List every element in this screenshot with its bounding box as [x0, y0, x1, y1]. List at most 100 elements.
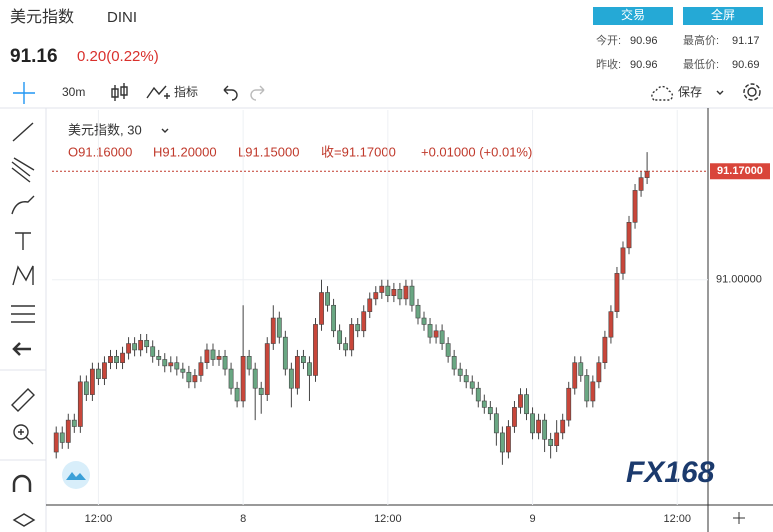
- redo-icon: [250, 85, 265, 101]
- stat-value: 90.96: [630, 59, 658, 71]
- candle-body: [65, 419, 71, 443]
- candle-body: [512, 407, 517, 427]
- candle-body: [355, 324, 361, 332]
- interval[interactable]: 30m: [62, 85, 85, 99]
- candle-body: [264, 343, 270, 395]
- candle-body: [560, 419, 566, 434]
- measure-tool[interactable]: [11, 305, 35, 323]
- candle-body: [596, 362, 602, 383]
- line-tool[interactable]: [12, 122, 34, 142]
- settings-icon[interactable]: [747, 87, 757, 97]
- x-tick-label: 12:00: [374, 513, 402, 525]
- candle-body: [228, 368, 234, 389]
- dropdown-icon[interactable]: [716, 90, 724, 95]
- candle-body: [463, 375, 469, 383]
- candle-body: [439, 330, 445, 344]
- candle-body: [132, 343, 138, 351]
- candle-body: [114, 356, 119, 363]
- candle-body: [614, 273, 620, 312]
- undo-icon[interactable]: [223, 85, 238, 101]
- stat-label: 最高价:: [683, 33, 719, 47]
- candle-body: [325, 292, 330, 306]
- stat-value: 91.17: [732, 35, 760, 47]
- fib-tool[interactable]: [11, 157, 35, 183]
- candle-body: [96, 368, 101, 379]
- candle-body: [150, 346, 156, 357]
- indicators[interactable]: 指标: [174, 84, 198, 99]
- candle-body: [102, 362, 107, 379]
- candle-icon[interactable]: [111, 83, 128, 101]
- legend-name: 美元指数, 30: [68, 122, 142, 137]
- candle-body: [421, 317, 427, 325]
- lock-tool[interactable]: [12, 513, 36, 527]
- candle-body: [602, 336, 608, 363]
- fullscreen-button-label[interactable]: 全屏: [711, 7, 735, 22]
- ruler-tool[interactable]: [11, 388, 35, 412]
- candle-body: [403, 285, 409, 300]
- candle-body: [252, 368, 258, 389]
- crosshair-icon[interactable]: [13, 82, 35, 104]
- candle-body: [584, 375, 590, 402]
- candle-body: [433, 330, 439, 338]
- candle-body: [210, 349, 216, 360]
- candle-body: [475, 387, 481, 402]
- settings-icon: [733, 512, 745, 524]
- back-tool[interactable]: [12, 342, 31, 356]
- candle-body: [162, 359, 168, 367]
- text-tool[interactable]: [15, 232, 31, 250]
- fullscreen-button[interactable]: [683, 7, 763, 25]
- candle-body: [71, 419, 77, 427]
- candle-body: [77, 381, 83, 427]
- settings-icon-gear[interactable]: [743, 83, 761, 101]
- trade-button-label[interactable]: 交易: [621, 7, 645, 22]
- candle-body: [307, 362, 312, 376]
- candle-body: [530, 413, 535, 434]
- save[interactable]: 保存: [678, 85, 702, 99]
- candle-body: [367, 298, 373, 312]
- y-tick-label: 91.00000: [716, 274, 762, 286]
- brush-tool[interactable]: [11, 195, 35, 215]
- candle-body: [590, 381, 596, 402]
- candle-body: [294, 356, 300, 389]
- candle-body: [361, 311, 367, 332]
- candle-body: [397, 289, 403, 300]
- candle-body: [282, 336, 288, 370]
- candle-body: [168, 362, 174, 367]
- candle-body: [524, 394, 529, 415]
- candle-body: [192, 375, 198, 383]
- candle-body: [626, 222, 632, 249]
- pattern-tool[interactable]: [12, 265, 34, 286]
- candle-body: [258, 387, 264, 395]
- stat-value: 90.96: [630, 35, 658, 47]
- price: 91.16: [10, 46, 58, 67]
- magnet-tool[interactable]: [12, 474, 32, 492]
- candle-body: [186, 371, 192, 383]
- candle-body: [542, 419, 548, 440]
- candle-body: [180, 368, 186, 373]
- indicator-icon[interactable]: [146, 85, 170, 99]
- candle-body: [83, 381, 89, 395]
- candle-body: [469, 381, 475, 389]
- last-price-label: 91.17000: [717, 165, 763, 177]
- candle-body: [59, 432, 65, 443]
- last-price-tag: [710, 163, 770, 180]
- candle-body: [53, 432, 59, 453]
- legend-low: L91.15000: [238, 144, 299, 159]
- legend-dropdown[interactable]: [161, 128, 169, 133]
- stat-label: 最低价:: [683, 58, 719, 71]
- candle-body: [445, 343, 451, 357]
- candle-body: [638, 177, 644, 191]
- x-tick-label: 12:00: [85, 513, 113, 525]
- zoom-tool[interactable]: [13, 424, 29, 440]
- candle-body: [620, 247, 626, 274]
- zoom-tool-plus[interactable]: [18, 429, 34, 445]
- watermark-icon: [66, 472, 86, 480]
- candle-body: [548, 438, 554, 446]
- candle-body: [554, 432, 560, 446]
- symbol: DINI: [107, 9, 137, 26]
- candle-body: [301, 356, 306, 363]
- trade-button[interactable]: [593, 7, 673, 25]
- cloud-icon[interactable]: [651, 85, 674, 101]
- candle-body: [566, 387, 572, 421]
